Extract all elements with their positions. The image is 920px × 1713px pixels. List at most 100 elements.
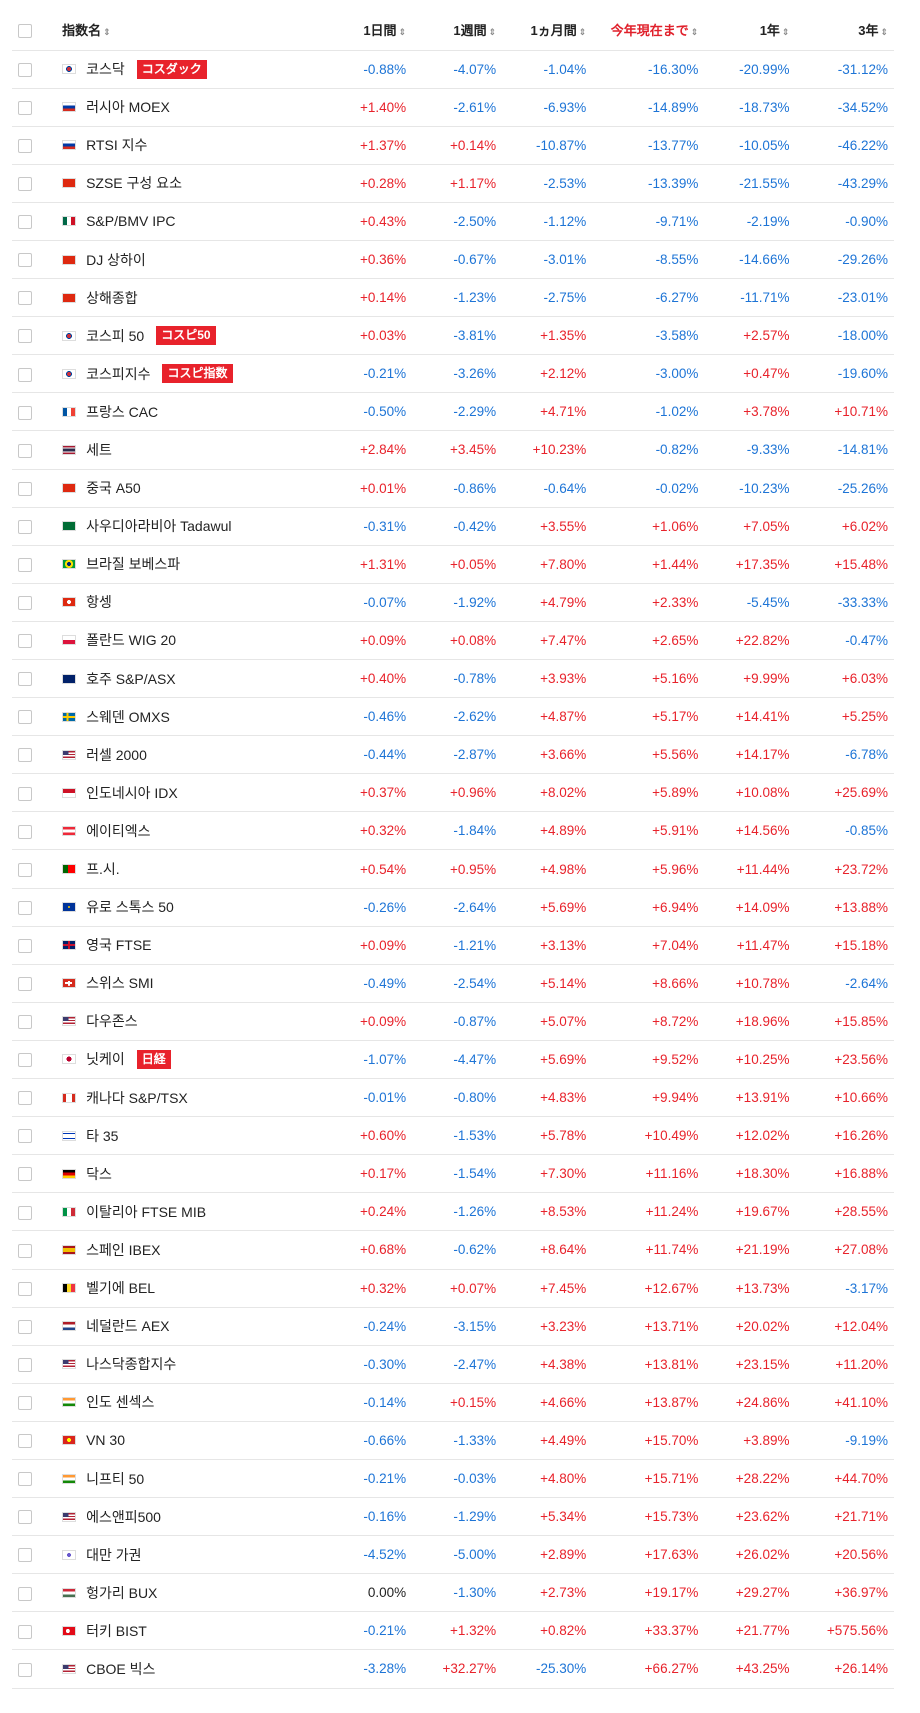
table-row[interactable]: 다우존스 +0.09% -0.87% +5.07% +8.72% +18.96% +15.8… <box>12 1002 894 1040</box>
index-name-link[interactable]: 프랑스 CAC <box>86 403 159 420</box>
index-name-link[interactable]: 상해종합 <box>86 289 138 306</box>
row-checkbox[interactable] <box>18 596 32 611</box>
index-name-link[interactable]: 네덜란드 AEX <box>86 1318 170 1335</box>
column-header-ytd[interactable]: 今年現在まで ⇕ <box>592 10 704 50</box>
row-checkbox[interactable] <box>18 1281 32 1296</box>
row-checkbox[interactable] <box>18 329 32 344</box>
table-row[interactable]: 항셍 -0.07% -1.92% +4.79% +2.33% -5.45% -33.33% <box>12 583 894 621</box>
table-row[interactable]: 나스닥종합지수 -0.30% -2.47% +4.38% +13.81% +23.15% +… <box>12 1345 894 1383</box>
row-checkbox[interactable] <box>18 977 32 992</box>
row-checkbox[interactable] <box>18 1129 32 1144</box>
index-name-link[interactable]: 인도 센섹스 <box>86 1394 155 1411</box>
table-row[interactable]: 스페인 IBEX +0.68% -0.62% +8.64% +11.74% +21.19%… <box>12 1230 894 1269</box>
table-row[interactable]: 호주 S&P/ASX +0.40% -0.78% +3.93% +5.16% +9.99%… <box>12 659 894 698</box>
index-name-link[interactable]: 브라질 보베스파 <box>86 556 181 573</box>
row-checkbox[interactable] <box>18 824 32 839</box>
table-row[interactable]: 헝가리 BUX 0.00% -1.30% +2.73% +19.17% +29.27% +3… <box>12 1573 894 1612</box>
row-checkbox[interactable] <box>18 862 32 877</box>
index-name-link[interactable]: 이탈리아 FTSE MIB <box>86 1203 207 1220</box>
table-row[interactable]: 캐나다 S&P/TSX -0.01% -0.80% +4.83% +9.94% +13.9… <box>12 1078 894 1117</box>
table-row[interactable]: 러셀 2000 -0.44% -2.87% +3.66% +5.56% +14.17% -6… <box>12 735 894 774</box>
row-checkbox[interactable] <box>18 519 32 534</box>
index-name-link[interactable]: 코스피지수 <box>86 365 151 382</box>
table-row[interactable]: 대만 가권 -4.52% -5.00% +2.89% +17.63% +26.02% +20… <box>12 1535 894 1574</box>
index-name-link[interactable]: VN 30 <box>86 1432 125 1449</box>
index-name-link[interactable]: 닥스 <box>86 1165 112 1182</box>
row-checkbox[interactable] <box>18 253 32 268</box>
table-row[interactable]: 상해종합 +0.14% -1.23% -2.75% -6.27% -11.71% -23.0… <box>12 278 894 317</box>
index-name-link[interactable]: 러셀 2000 <box>86 746 147 763</box>
row-checkbox[interactable] <box>18 1319 32 1334</box>
row-checkbox[interactable] <box>18 1053 32 1068</box>
table-row[interactable]: 닥스 +0.17% -1.54% +7.30% +11.16% +18.30% +16.88… <box>12 1154 894 1193</box>
index-name-link[interactable]: 타 35 <box>86 1127 119 1144</box>
table-row[interactable]: 영국 FTSE +0.09% -1.21% +3.13% +7.04% +11.47% +1… <box>12 926 894 964</box>
table-row[interactable]: 사우디아라비아 Tadawul -0.31% -0.42% +3.55% +1.06% +… <box>12 507 894 545</box>
row-checkbox[interactable] <box>18 634 32 649</box>
index-name-link[interactable]: 에이티엑스 <box>86 822 151 839</box>
table-row[interactable]: 네덜란드 AEX -0.24% -3.15% +3.23% +13.71% +20.02%… <box>12 1307 894 1345</box>
index-name-link[interactable]: 벨기에 BEL <box>86 1280 156 1297</box>
index-name-link[interactable]: 중국 A50 <box>86 480 141 497</box>
row-checkbox[interactable] <box>18 1434 32 1449</box>
table-row[interactable]: 터키 BIST -0.21% +1.32% +0.82% +33.37% +21.77% +… <box>12 1611 894 1650</box>
index-name-link[interactable]: 스위스 SMI <box>86 975 154 992</box>
index-name-link[interactable]: 유로 스톡스 50 <box>86 899 174 916</box>
column-header-3y[interactable]: 3年 ⇕ <box>795 10 894 50</box>
table-row[interactable]: 타 35 +0.60% -1.53% +5.78% +10.49% +12.02% +16.… <box>12 1116 894 1155</box>
table-row[interactable]: 벨기에 BEL +0.32% +0.07% +7.45% +12.67% +13.73% -… <box>12 1269 894 1307</box>
table-row[interactable]: 코스피 50 コスピ50 +0.03% -3.81% +1.35% -3.58% +2.57… <box>12 316 894 355</box>
index-name-link[interactable]: 나스닥종합지수 <box>86 1356 177 1373</box>
index-name-link[interactable]: SZSE 구성 요소 <box>86 175 182 192</box>
row-checkbox[interactable] <box>18 1396 32 1411</box>
row-checkbox[interactable] <box>18 900 32 915</box>
table-row[interactable]: SZSE 구성 요소 +0.28% +1.17% -2.53% -13.39% -21.5… <box>12 164 894 202</box>
index-name-link[interactable]: DJ 상하이 <box>86 251 146 268</box>
index-name-link[interactable]: 스페인 IBEX <box>86 1241 161 1258</box>
row-checkbox[interactable] <box>18 1205 32 1220</box>
row-checkbox[interactable] <box>18 443 32 458</box>
row-checkbox[interactable] <box>18 215 32 230</box>
row-checkbox[interactable] <box>18 367 32 382</box>
row-checkbox[interactable] <box>18 62 32 77</box>
row-checkbox[interactable] <box>18 710 32 725</box>
index-name-link[interactable]: 코스닥 <box>86 61 125 78</box>
row-checkbox[interactable] <box>18 1015 32 1030</box>
row-checkbox[interactable] <box>18 1091 32 1106</box>
index-name-link[interactable]: CBOE 빅스 <box>86 1660 156 1677</box>
index-name-link[interactable]: 폴란드 WIG 20 <box>86 632 177 649</box>
column-header-name[interactable]: 指数名 ⇕ <box>58 10 316 50</box>
row-checkbox[interactable] <box>18 672 32 687</box>
row-checkbox[interactable] <box>18 405 32 420</box>
index-name-link[interactable]: 세트 <box>86 441 112 458</box>
row-checkbox[interactable] <box>18 1472 32 1487</box>
index-name-link[interactable]: 헝가리 BUX <box>86 1584 158 1601</box>
table-row[interactable]: 인도네시아 IDX +0.37% +0.96% +8.02% +5.89% +10.08%… <box>12 773 894 812</box>
table-row[interactable]: 스위스 SMI -0.49% -2.54% +5.14% +8.66% +10.78% -2… <box>12 964 894 1002</box>
table-row[interactable]: RTSI 지수 +1.37% +0.14% -10.87% -13.77% -10.05%… <box>12 126 894 164</box>
table-row[interactable]: 유로 스톡스 50 -0.26% -2.64% +5.69% +6.94% +14.09%… <box>12 888 894 926</box>
table-row[interactable]: 러시아 MOEX +1.40% -2.61% -6.93% -14.89% -18.73%… <box>12 88 894 126</box>
row-checkbox[interactable] <box>18 481 32 496</box>
index-name-link[interactable]: 닛케이 <box>86 1051 125 1068</box>
row-checkbox[interactable] <box>18 1624 32 1639</box>
index-name-link[interactable]: 니프티 50 <box>86 1470 145 1487</box>
index-name-link[interactable]: 코스피 50 <box>86 327 145 344</box>
index-name-link[interactable]: 캐나다 S&P/TSX <box>86 1089 188 1106</box>
index-name-link[interactable]: 러시아 MOEX <box>86 99 170 116</box>
index-name-link[interactable]: 에스앤피500 <box>86 1508 161 1525</box>
row-checkbox[interactable] <box>18 786 32 801</box>
table-row[interactable]: 세트 +2.84% +3.45% +10.23% -0.82% -9.33% -14.81% <box>12 430 894 469</box>
row-checkbox[interactable] <box>18 1243 32 1258</box>
index-name-link[interactable]: 호주 S&P/ASX <box>86 670 176 687</box>
index-name-link[interactable]: 다우존스 <box>86 1013 138 1030</box>
row-checkbox[interactable] <box>18 138 32 153</box>
table-row[interactable]: S&P/BMV IPC +0.43% -2.50% -1.12% -9.71% -2.19… <box>12 202 894 240</box>
index-name-link[interactable]: 사우디아라비아 Tadawul <box>86 518 232 535</box>
row-checkbox[interactable] <box>18 1357 32 1372</box>
index-name-link[interactable]: 대만 가권 <box>86 1546 142 1563</box>
select-all-checkbox[interactable] <box>18 23 32 38</box>
table-row[interactable]: VN 30 -0.66% -1.33% +4.49% +15.70% +3.89% -9.1… <box>12 1421 894 1459</box>
index-name-link[interactable]: 영국 FTSE <box>86 937 152 954</box>
table-row[interactable]: 인도 센섹스 -0.14% +0.15% +4.66% +13.87% +24.86% +4… <box>12 1383 894 1421</box>
